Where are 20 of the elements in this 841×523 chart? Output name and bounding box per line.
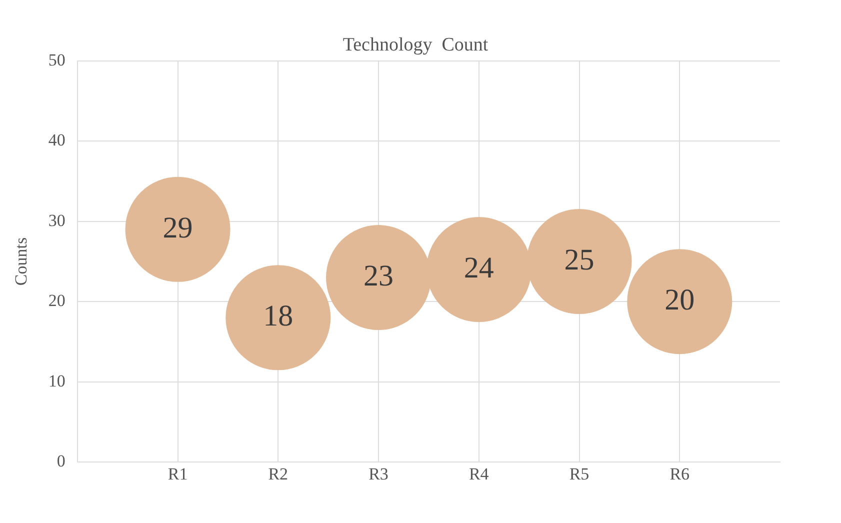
x-tick-label: R2 xyxy=(268,464,288,484)
x-tick-label: R1 xyxy=(168,464,188,484)
data-label: 20 xyxy=(664,283,695,316)
y-tick-label: 20 xyxy=(48,291,66,310)
data-label: 29 xyxy=(162,211,193,244)
x-tick-label: R4 xyxy=(468,464,490,484)
y-tick-label: 0 xyxy=(56,451,66,470)
y-axis-title: Counts xyxy=(12,237,31,286)
x-tick-label: R6 xyxy=(670,464,690,484)
y-tick-label: 30 xyxy=(48,210,66,230)
data-label: 18 xyxy=(263,300,294,333)
y-tick-label: 50 xyxy=(48,50,66,70)
x-tick-label: R5 xyxy=(569,464,590,484)
chart-title: Technology Count xyxy=(342,34,489,56)
y-tick-label: 40 xyxy=(48,130,66,150)
y-tick-label: 10 xyxy=(48,371,66,390)
data-label: 24 xyxy=(464,251,494,284)
x-tick-label: R3 xyxy=(368,464,388,484)
data-label: 25 xyxy=(564,243,594,276)
data-label: 23 xyxy=(364,259,394,292)
